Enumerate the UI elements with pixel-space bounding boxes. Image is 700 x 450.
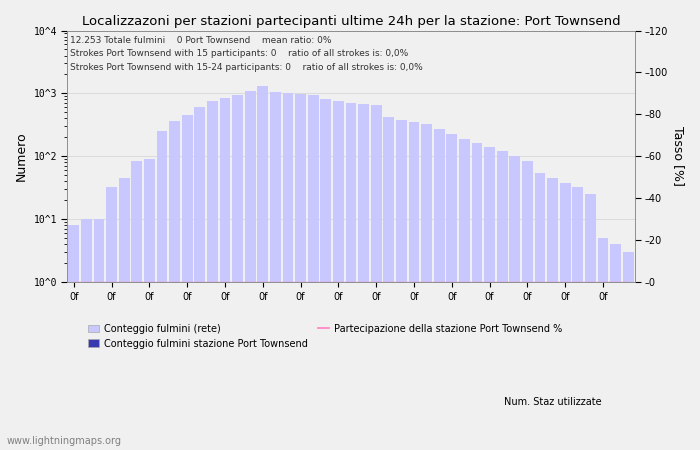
Bar (321, 99, 331, 450)
Bar (522, 161, 533, 450)
Bar (510, 156, 520, 450)
Bar (308, 95, 318, 450)
Bar (409, 122, 419, 450)
Bar (573, 187, 583, 450)
Bar (132, 161, 142, 450)
Bar (358, 104, 369, 450)
Bar (484, 147, 495, 450)
Bar (258, 86, 268, 450)
Text: 12.253 Totale fulmini    0 Port Townsend    mean ratio: 0%: 12.253 Totale fulmini 0 Port Townsend me… (70, 36, 332, 45)
Bar (119, 178, 130, 450)
Bar (81, 219, 92, 450)
Bar (459, 139, 470, 450)
Bar (182, 115, 192, 450)
Text: Strokes Port Townsend with 15-24 participants: 0    ratio of all strokes is: 0,0: Strokes Port Townsend with 15-24 partici… (70, 63, 423, 72)
Text: Strokes Port Townsend with 15 participants: 0    ratio of all strokes is: 0,0%: Strokes Port Townsend with 15 participan… (70, 50, 409, 58)
Bar (421, 125, 432, 450)
Bar (346, 103, 356, 450)
Bar (396, 120, 407, 450)
Bar (585, 194, 596, 450)
Bar (535, 172, 545, 450)
Bar (144, 159, 155, 450)
Bar (283, 94, 293, 450)
Bar (295, 94, 306, 450)
Bar (547, 178, 558, 450)
Bar (169, 121, 180, 450)
Bar (195, 108, 205, 450)
Bar (560, 183, 570, 450)
Bar (447, 134, 457, 450)
Bar (94, 219, 104, 450)
Bar (384, 117, 394, 450)
Bar (598, 238, 608, 450)
Bar (333, 101, 344, 450)
Y-axis label: Numero: Numero (15, 131, 28, 181)
Text: www.lightningmaps.org: www.lightningmaps.org (7, 436, 122, 446)
Bar (371, 105, 382, 450)
Bar (610, 244, 621, 450)
Bar (157, 131, 167, 450)
Bar (434, 129, 444, 450)
Legend: Conteggio fulmini (rete), Conteggio fulmini stazione Port Townsend, Partecipazio: Conteggio fulmini (rete), Conteggio fulm… (84, 320, 566, 352)
Bar (472, 144, 482, 450)
Bar (69, 225, 79, 450)
Bar (232, 95, 243, 450)
Y-axis label: Tasso [%]: Tasso [%] (672, 126, 685, 186)
Bar (270, 92, 281, 450)
Bar (220, 98, 230, 450)
Bar (207, 101, 218, 450)
Text: Num. Staz utilizzate: Num. Staz utilizzate (504, 397, 601, 407)
Bar (623, 252, 634, 450)
Bar (245, 91, 255, 450)
Title: Localizzazoni per stazioni partecipanti ultime 24h per la stazione: Port Townsen: Localizzazoni per stazioni partecipanti … (82, 15, 620, 28)
Bar (106, 187, 117, 450)
Bar (497, 151, 508, 450)
